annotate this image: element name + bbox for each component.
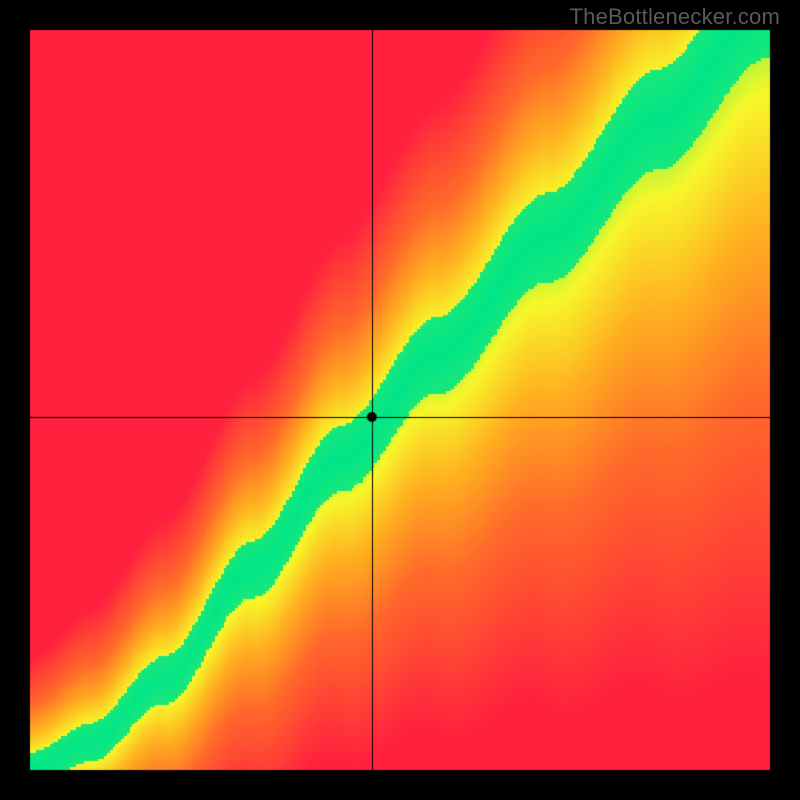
chart-container: TheBottlenecker.com [0, 0, 800, 800]
heatmap-canvas [0, 0, 800, 800]
watermark: TheBottlenecker.com [570, 4, 780, 30]
